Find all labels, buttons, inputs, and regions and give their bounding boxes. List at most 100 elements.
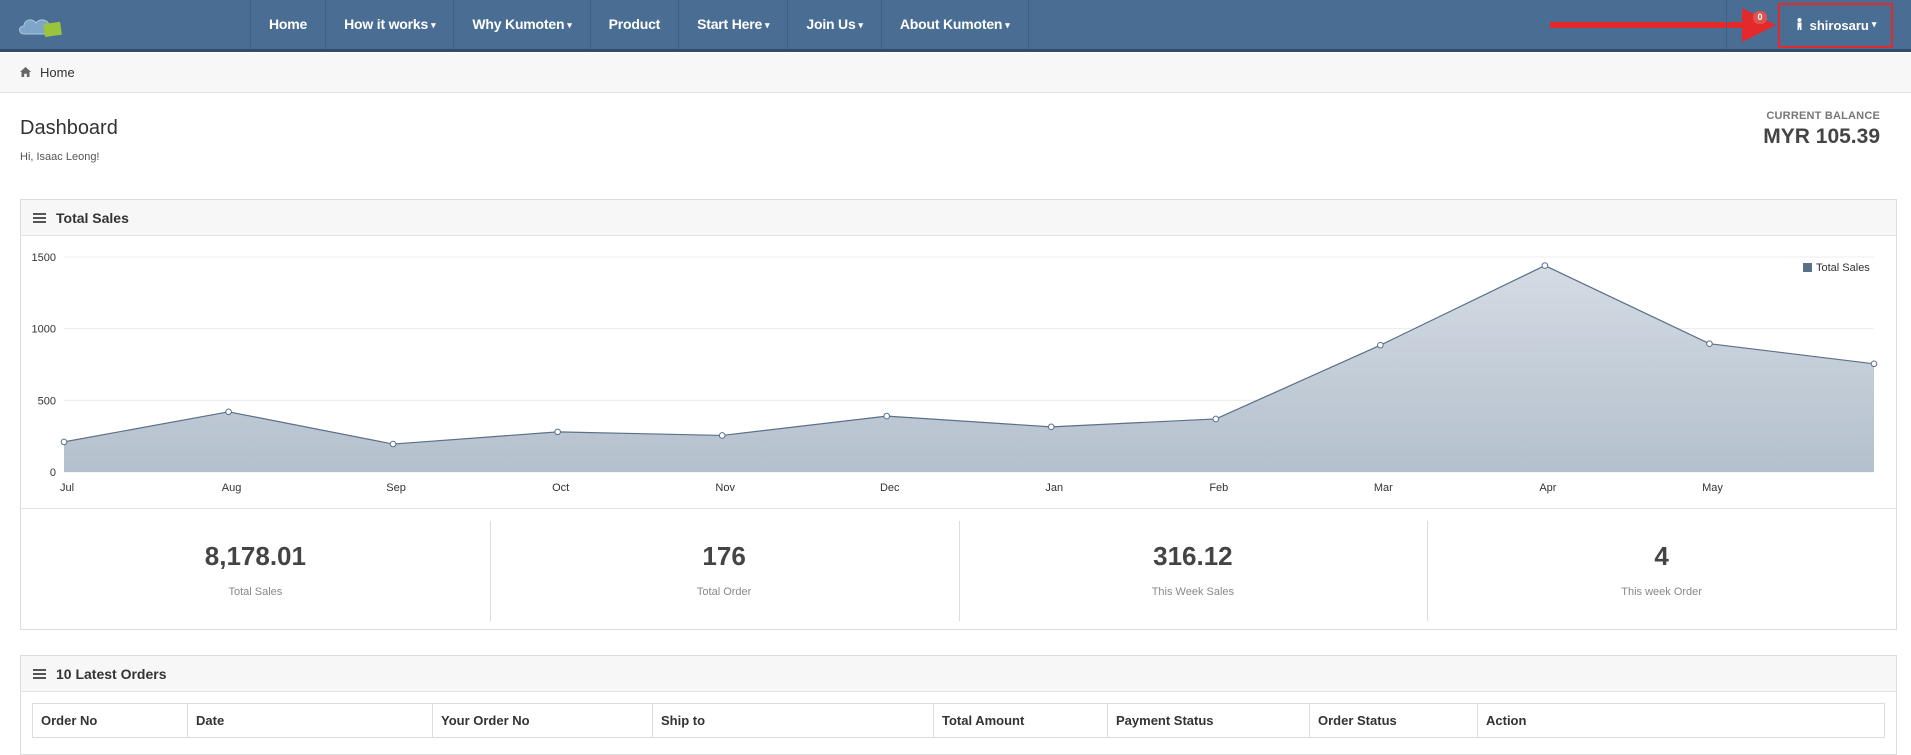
sales-chart: 0 500 1000 1500 Jul Aug Sep Oct Nov Dec Jan Feb Mar A…: [21, 236, 1896, 508]
column-header[interactable]: Action: [1477, 703, 1885, 738]
nav-divider: [1726, 0, 1727, 49]
stat-value: 316.12: [1153, 541, 1233, 571]
y-tick-label: 0: [50, 467, 56, 479]
panel-title: Total Sales: [56, 209, 129, 226]
total-sales-panel: Total Sales 0 500 1000 1500 Jul Aug Sep Oct Nov D…: [20, 199, 1897, 630]
legend-swatch: [1803, 263, 1812, 272]
stat-card: 176 Total Order: [489, 509, 959, 629]
data-point: [1870, 360, 1878, 368]
nav-item-why-kumoten[interactable]: Why Kumoten ▾: [454, 0, 591, 49]
data-point: [1706, 340, 1713, 348]
stat-label: This Week Sales: [1151, 586, 1235, 598]
column-header[interactable]: Order No: [32, 703, 188, 738]
stat-label: This week Order: [1621, 586, 1702, 598]
notification-badge[interactable]: 0: [1753, 11, 1767, 24]
breadcrumb: Home: [0, 53, 1911, 93]
panel-header: Total Sales: [21, 200, 1896, 236]
nav-item-product[interactable]: Product: [591, 0, 680, 49]
x-tick-label: Nov: [715, 482, 735, 494]
page-title: Dashboard: [20, 117, 118, 139]
data-point: [1541, 262, 1549, 269]
panel-header: 10 Latest Orders: [21, 656, 1896, 692]
user-menu-button[interactable]: shirosaru ▾: [1778, 3, 1893, 48]
nav-item-label: Why Kumoten: [472, 16, 565, 32]
stat-card: 8,178.01 Total Sales: [21, 509, 490, 629]
greeting-text: Hi, Isaac Leong!: [20, 151, 100, 163]
orders-table: Order No Date Your Order No Ship to Total Am…: [32, 703, 1885, 738]
stat-label: Total Order: [696, 586, 752, 598]
nav-item-label: How it works: [344, 16, 429, 32]
sales-area: [64, 265, 1874, 472]
y-tick-label: 500: [38, 395, 56, 407]
sales-chart-svg: 0 500 1000 1500 Jul Aug Sep Oct Nov Dec Jan Feb Mar A…: [32, 252, 1878, 494]
x-tick-label: Aug: [222, 482, 242, 494]
x-tick-label: May: [1702, 482, 1723, 494]
kumoten-logo[interactable]: [18, 14, 64, 40]
nav-item-label: Home: [269, 16, 308, 32]
breadcrumb-home-link[interactable]: Home: [40, 65, 75, 80]
nav-item-label: Join Us: [806, 16, 856, 32]
nav-item-label: Product: [608, 16, 661, 32]
data-point: [225, 408, 232, 416]
username-label: shirosaru: [1809, 18, 1869, 33]
data-point: [389, 440, 397, 448]
x-tick-label: Apr: [1539, 482, 1556, 494]
stat-card: 316.12 This Week Sales: [958, 509, 1428, 629]
stat-value: 176: [702, 541, 746, 571]
column-header[interactable]: Order Status: [1309, 703, 1478, 738]
chevron-down-icon: ▾: [858, 20, 864, 30]
legend-label: Total Sales: [1816, 262, 1870, 274]
sales-line: [63, 264, 1875, 445]
column-header[interactable]: Ship to: [652, 703, 934, 738]
menu-icon: [33, 668, 46, 679]
main-nav: Home How it works ▾ Why Kumoten ▾ Product Star…: [250, 0, 1029, 49]
x-tick-label: Jan: [1045, 482, 1063, 494]
x-tick-label: Oct: [552, 482, 569, 494]
annotation-arrow: [1550, 22, 1750, 28]
y-tick-label: 1000: [32, 324, 56, 336]
data-point: [718, 432, 726, 439]
panel-title: 10 Latest Orders: [56, 665, 167, 682]
data-point: [883, 412, 891, 420]
nav-item-join-us[interactable]: Join Us ▾: [788, 0, 882, 49]
nav-item-label: Start Here: [697, 16, 763, 32]
stat-label: Total Sales: [228, 586, 283, 598]
x-tick-label: Dec: [880, 482, 900, 494]
balance-value: MYR 105.39: [1763, 125, 1880, 148]
column-header[interactable]: Payment Status: [1107, 703, 1310, 738]
latest-orders-panel: 10 Latest Orders Order No Date Your Order …: [20, 655, 1897, 755]
y-tick-label: 1500: [32, 252, 56, 264]
nav-item-home[interactable]: Home: [251, 0, 327, 49]
chevron-down-icon: ▾: [1871, 19, 1877, 29]
x-tick-label: Jul: [60, 482, 74, 494]
column-header[interactable]: Your Order No: [432, 703, 653, 738]
chevron-down-icon: ▾: [567, 20, 572, 30]
data-point: [60, 438, 68, 446]
balance-label: CURRENT BALANCE: [1766, 110, 1880, 122]
chevron-down-icon: ▾: [431, 20, 436, 30]
chevron-down-icon: ▾: [1005, 20, 1010, 30]
chevron-down-icon: ▾: [765, 20, 770, 30]
top-navbar: Home How it works ▾ Why Kumoten ▾ Product Star…: [0, 0, 1911, 52]
stats-row: 8,178.01 Total Sales 176 Total Order 316.12 T…: [21, 508, 1896, 629]
stat-card: 4 This week Order: [1427, 509, 1896, 629]
stat-value: 4: [1654, 541, 1669, 571]
stat-value: 8,178.01: [204, 541, 306, 571]
column-header[interactable]: Date: [187, 703, 433, 738]
data-point: [1377, 341, 1384, 349]
nav-item-start-here[interactable]: Start Here ▾: [679, 0, 789, 49]
nav-item-label: About Kumoten: [899, 16, 1003, 32]
home-icon: [20, 66, 31, 80]
x-tick-label: Sep: [386, 482, 406, 494]
x-tick-label: Feb: [1209, 482, 1228, 494]
table-header-row: Order No Date Your Order No Ship to Total Am…: [32, 703, 1885, 738]
user-icon: [1795, 18, 1804, 33]
nav-item-about-kumoten[interactable]: About Kumoten ▾: [882, 0, 1029, 49]
x-tick-label: Mar: [1374, 482, 1393, 494]
data-point: [1212, 415, 1220, 423]
column-header[interactable]: Total Amount: [933, 703, 1108, 738]
data-point: [1047, 423, 1055, 431]
menu-icon: [33, 212, 46, 223]
nav-item-how-it-works[interactable]: How it works ▾: [326, 0, 455, 49]
data-point: [554, 428, 561, 436]
